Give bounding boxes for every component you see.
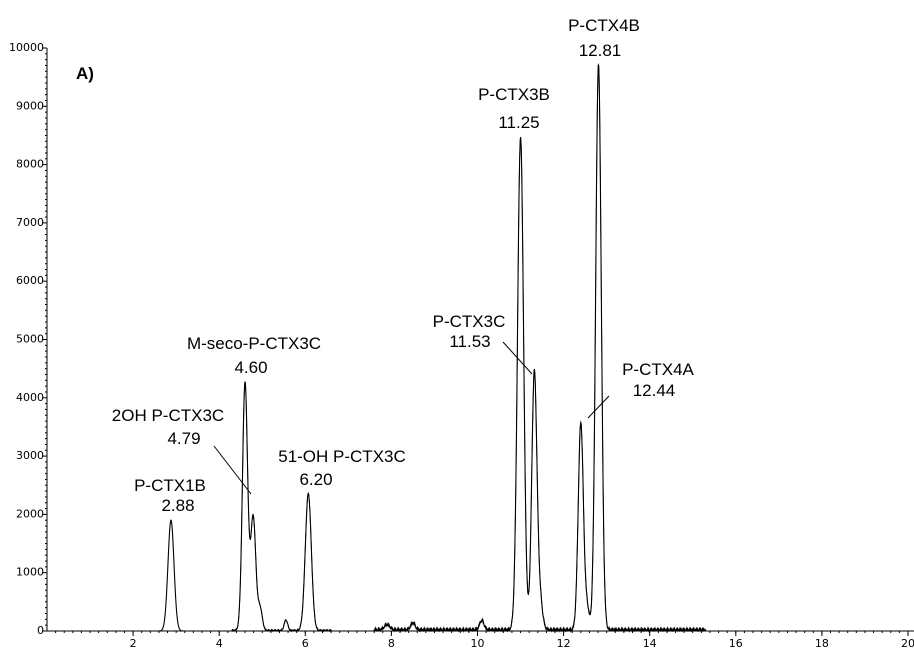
leader-line bbox=[213, 445, 252, 495]
y-tick-label: 7000 bbox=[16, 216, 44, 229]
y-tick-label: 3000 bbox=[16, 449, 44, 462]
peak-name-label: P-CTX3C bbox=[433, 312, 506, 331]
x-tick-label: 20 bbox=[901, 637, 914, 648]
peak-name-label: P-CTX1B bbox=[134, 476, 206, 495]
peak-name-label: M-seco-P-CTX3C bbox=[187, 334, 321, 353]
peak-rt-label: 6.20 bbox=[299, 470, 332, 489]
x-tick-label: 6 bbox=[302, 637, 309, 648]
peak-rt-label: 12.44 bbox=[633, 381, 676, 400]
leader-line bbox=[502, 341, 533, 375]
y-tick-label: 9000 bbox=[16, 99, 44, 112]
traces bbox=[51, 62, 908, 634]
trace-secondary bbox=[227, 62, 715, 633]
x-tick-label: 8 bbox=[388, 637, 395, 648]
peak-rt-label: 2.88 bbox=[161, 496, 194, 515]
y-axis-ticks: 0 1000 2000 3000 4000 5000 6000 7000 8000 9000 100… bbox=[9, 41, 47, 637]
peak-annotations: A) P-CTX1B 2.88 M-seco-P-CTX3C 4.60 2OH … bbox=[76, 16, 695, 515]
peak-rt-label: 4.79 bbox=[167, 429, 200, 448]
x-tick-label: 18 bbox=[815, 637, 829, 648]
x-axis-ticks: 2 4 6 8 10 12 14 16 18 20 bbox=[130, 631, 914, 648]
panel-label: A) bbox=[76, 64, 94, 83]
y-tick-label: 5000 bbox=[16, 333, 44, 346]
y-tick-label: 0 bbox=[37, 624, 44, 637]
y-tick-label: 8000 bbox=[16, 158, 44, 171]
y-tick-label: 2000 bbox=[16, 507, 44, 520]
x-tick-label: 10 bbox=[471, 637, 485, 648]
peak-name-label: 2OH P-CTX3C bbox=[112, 406, 224, 425]
annotation-leaders bbox=[213, 341, 610, 495]
peak-name-label: P-CTX4B bbox=[568, 16, 640, 35]
peak-rt-label: 12.81 bbox=[579, 41, 622, 60]
x-tick-label: 4 bbox=[216, 637, 223, 648]
x-tick-label: 12 bbox=[557, 637, 571, 648]
peak-rt-label: 11.53 bbox=[449, 332, 490, 351]
x-tick-label: 16 bbox=[729, 637, 743, 648]
peak-rt-label: 11.25 bbox=[498, 113, 539, 132]
y-tick-label: 6000 bbox=[16, 274, 44, 287]
y-tick-label: 4000 bbox=[16, 391, 44, 404]
x-tick-label: 14 bbox=[643, 637, 657, 648]
x-tick-label: 2 bbox=[130, 637, 137, 648]
peak-name-label: P-CTX4A bbox=[622, 360, 694, 379]
y-tick-label: 1000 bbox=[16, 566, 44, 579]
leader-line bbox=[587, 395, 610, 419]
y-tick-label: 10000 bbox=[9, 41, 44, 54]
peak-name-label: P-CTX3B bbox=[478, 85, 550, 104]
peak-name-label: 51-OH P-CTX3C bbox=[278, 447, 406, 466]
peak-rt-label: 4.60 bbox=[234, 358, 267, 377]
y-minor-ticks bbox=[45, 53, 47, 626]
